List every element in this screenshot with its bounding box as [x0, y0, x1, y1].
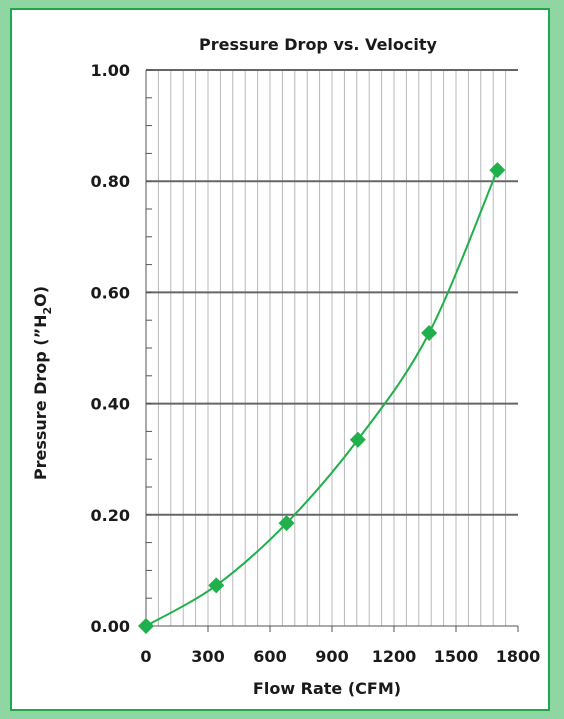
- y-axis-label: Pressure Drop (”H2O): [31, 286, 54, 480]
- x-tick-labels: 0 300 600 900 1200 1500 1800: [140, 647, 540, 666]
- line-chart: Pressure Drop vs. Velocity 0 300 600 900 120…: [31, 35, 540, 698]
- x-tick-label: 1200: [372, 647, 417, 666]
- x-axis-label: Flow Rate (CFM): [253, 679, 401, 698]
- y-tick-label: 1.00: [91, 61, 130, 80]
- series: [138, 162, 506, 634]
- x-tick-label: 300: [191, 647, 224, 666]
- y-axis-label-end: O): [31, 286, 50, 307]
- data-point-marker: [278, 515, 295, 532]
- y-tick-label: 0.80: [91, 172, 130, 191]
- data-point-marker: [138, 618, 154, 634]
- data-point-marker: [208, 577, 225, 594]
- y-axis-label-main: Pressure Drop (”H: [31, 314, 50, 480]
- chart-frame: Pressure Drop vs. Velocity 0 300 600 900 120…: [10, 8, 550, 711]
- x-tick-label: 1800: [496, 647, 541, 666]
- x-tick-label: 600: [253, 647, 286, 666]
- y-axis-label-subscript: 2: [41, 307, 54, 315]
- grid: [146, 69, 518, 626]
- series-line: [145, 169, 499, 627]
- chart-title: Pressure Drop vs. Velocity: [199, 35, 437, 54]
- data-point-marker: [421, 324, 438, 341]
- data-point-marker: [489, 162, 506, 179]
- y-tick-label: 0.20: [91, 506, 130, 525]
- y-tick-label: 0.60: [91, 283, 130, 302]
- x-tick-label: 0: [140, 647, 151, 666]
- x-tick-label: 900: [315, 647, 348, 666]
- x-tick-label: 1500: [434, 647, 479, 666]
- axes: [145, 69, 519, 632]
- y-tick-label: 0.40: [91, 395, 130, 414]
- y-tick-label: 0.00: [91, 617, 130, 636]
- y-tick-labels: 0.00 0.20 0.40 0.60 0.80 1.00: [91, 61, 130, 636]
- data-point-marker: [349, 431, 366, 448]
